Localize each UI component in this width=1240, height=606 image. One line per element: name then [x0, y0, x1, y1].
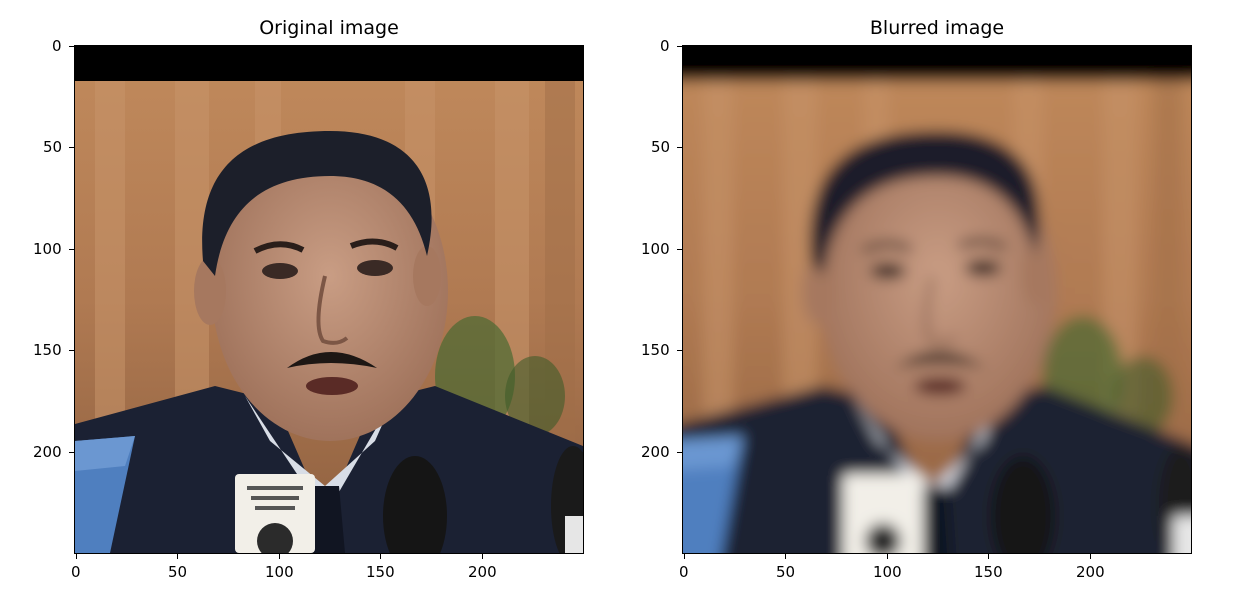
y-tick-mark-100 — [677, 249, 683, 250]
x-tick-mark-150 — [988, 553, 989, 559]
x-tick-mark-200 — [1090, 553, 1091, 559]
y-tick-mark-0 — [677, 46, 683, 47]
x-tick-mark-100 — [887, 553, 888, 559]
x-tick-label: 150 — [974, 563, 1003, 581]
y-tick-mark-200 — [69, 452, 75, 453]
y-tick-label: 100 — [33, 240, 62, 258]
y-tick-label: 50 — [651, 138, 671, 156]
x-tick-label: 0 — [71, 563, 81, 581]
image-axes-blurred — [682, 45, 1192, 554]
panel-title-original: Original image — [259, 17, 399, 39]
y-tick-label: 200 — [33, 443, 62, 461]
x-tick-mark-100 — [279, 553, 280, 559]
x-tick-label: 200 — [1076, 563, 1105, 581]
x-tick-mark-0 — [76, 553, 77, 559]
y-tick-mark-150 — [677, 350, 683, 351]
x-tick-mark-200 — [482, 553, 483, 559]
y-tick-label: 100 — [641, 240, 670, 258]
panel-title-blurred: Blurred image — [869, 17, 1005, 39]
x-tick-label: 200 — [468, 563, 497, 581]
y-tick-mark-50 — [677, 147, 683, 148]
x-tick-label: 150 — [366, 563, 395, 581]
y-tick-mark-0 — [69, 46, 75, 47]
x-tick-label: 100 — [265, 563, 294, 581]
y-tick-label: 50 — [43, 138, 63, 156]
x-tick-mark-150 — [380, 553, 381, 559]
y-tick-mark-200 — [677, 452, 683, 453]
x-tick-label: 50 — [776, 563, 796, 581]
y-tick-mark-50 — [69, 147, 75, 148]
photo-scene-original — [75, 46, 583, 553]
y-tick-mark-100 — [69, 249, 75, 250]
y-tick-label: 200 — [641, 443, 670, 461]
y-tick-label: 0 — [660, 37, 670, 55]
x-tick-label: 100 — [873, 563, 902, 581]
y-tick-label: 0 — [52, 37, 62, 55]
photo-scene-blurred — [683, 46, 1191, 553]
x-tick-label: 0 — [679, 563, 689, 581]
photo-original — [75, 46, 583, 553]
y-tick-label: 150 — [641, 341, 670, 359]
x-tick-label: 50 — [168, 563, 188, 581]
x-tick-mark-0 — [684, 553, 685, 559]
y-tick-mark-150 — [69, 350, 75, 351]
x-tick-mark-50 — [785, 553, 786, 559]
y-tick-label: 150 — [33, 341, 62, 359]
x-tick-mark-50 — [177, 553, 178, 559]
photo-blurred — [683, 46, 1191, 553]
image-axes-original — [74, 45, 584, 554]
